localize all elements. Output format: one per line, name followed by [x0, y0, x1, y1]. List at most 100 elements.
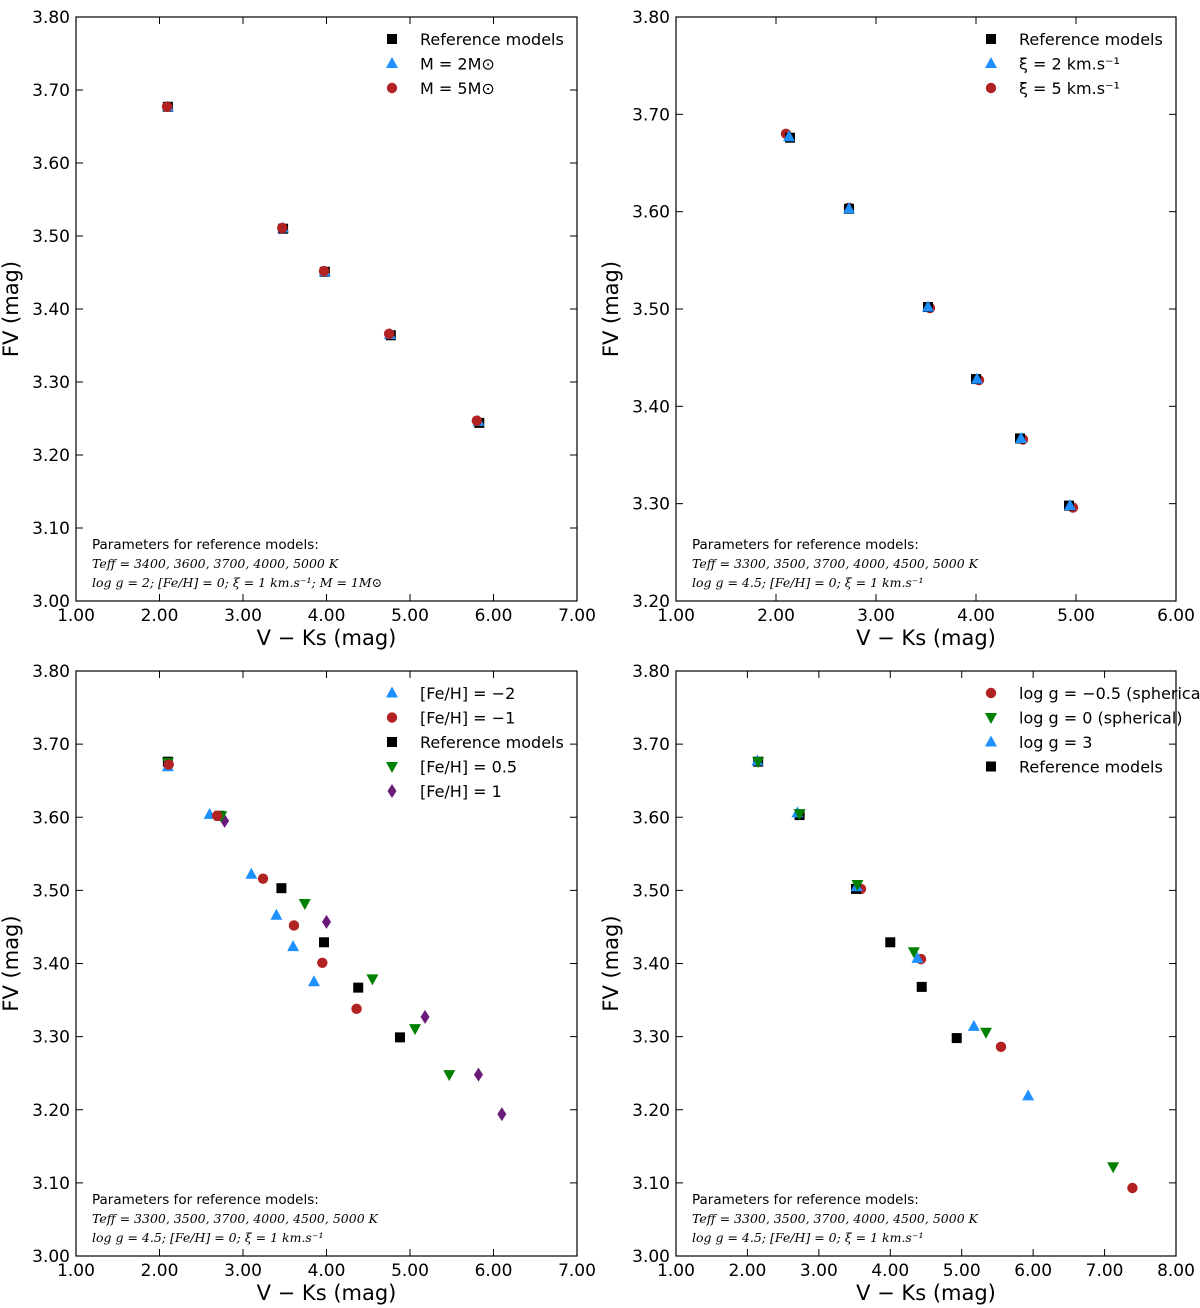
series-2 — [752, 757, 1120, 1174]
data-point — [1064, 499, 1076, 511]
x-tick-label: 4.00 — [308, 606, 346, 626]
y-tick-label: 3.20 — [632, 1101, 670, 1121]
legend: [Fe/H] = −2 [Fe/H] = −1 Reference models [F… — [386, 684, 564, 801]
y-tick-label: 3.50 — [32, 881, 70, 901]
data-point — [318, 937, 329, 948]
y-tick-label: 3.30 — [32, 373, 70, 393]
x-axis-label: V − Ks (mag) — [856, 626, 996, 650]
chart-panel-3: 1.00 2.00 3.00 4.00 5.00 6.00 7.00 3.00 3.10 3.20… — [0, 662, 596, 1305]
series-1 — [785, 132, 1074, 511]
annotation-teff-line: Teff = 3300, 3500, 3700, 4000, 4500, 500… — [92, 1211, 379, 1226]
y-tick-label: 3.40 — [32, 300, 70, 320]
y-tick-label: 3.70 — [32, 735, 70, 755]
data-point — [843, 202, 855, 214]
x-tick-label: 4.00 — [957, 606, 995, 626]
legend-label: Reference models — [1019, 30, 1163, 49]
x-tick-label: 1.00 — [657, 1261, 695, 1281]
y-tick-label: 3.50 — [632, 300, 670, 320]
data-point — [1015, 431, 1027, 443]
x-tick-label: 7.00 — [558, 606, 596, 626]
data-point — [277, 222, 288, 234]
y-tick-label: 3.40 — [632, 955, 670, 975]
legend-label: [Fe/H] = 0.5 — [420, 758, 517, 777]
x-tick-label: 4.00 — [308, 1261, 346, 1281]
data-point — [276, 883, 287, 894]
legend-label: log g = 0 (spherical) — [1019, 709, 1183, 728]
x-tick-label: 5.00 — [391, 1261, 429, 1281]
data-point — [1107, 1162, 1120, 1174]
chart-panel-4: 1.00 2.00 3.00 4.00 5.00 6.00 7.00 8.00 3.00 3.10… — [599, 662, 1200, 1305]
x-tick-label: 5.00 — [943, 1261, 981, 1281]
y-tick-label: 3.60 — [632, 808, 670, 828]
series-2 — [783, 130, 1076, 511]
data-point — [257, 873, 269, 884]
annotation-title: Parameters for reference models: — [92, 537, 319, 553]
x-tick-label: 3.00 — [857, 606, 895, 626]
y-axis-label: FV (mag) — [0, 261, 23, 357]
y-tick-label: 3.30 — [632, 1028, 670, 1048]
y-axis-label: FV (mag) — [599, 261, 623, 357]
data-point — [911, 951, 924, 963]
legend-marker — [386, 57, 398, 68]
data-point — [288, 920, 300, 931]
x-axis-label: V − Ks (mag) — [856, 1281, 996, 1305]
x-tick-label: 6.00 — [475, 1261, 513, 1281]
x-tick-label: 3.00 — [224, 1261, 262, 1281]
legend: Reference models ξ = 2 km.s⁻¹ ξ = 5 km.s⁻¹ — [985, 30, 1163, 98]
x-tick-label: 6.00 — [1014, 1261, 1052, 1281]
annotation-teff-line: Teff = 3300, 3500, 3700, 4000, 4500, 500… — [692, 556, 979, 571]
data-point — [383, 328, 395, 340]
x-axis-label: V − Ks (mag) — [257, 626, 397, 650]
data-point — [783, 130, 795, 142]
data-point — [245, 867, 258, 879]
series-1 — [162, 101, 485, 428]
data-point — [211, 810, 223, 821]
annotation: Parameters for reference models: Teff = 3… — [92, 537, 382, 590]
data-point — [287, 940, 300, 952]
legend-marker — [986, 34, 996, 44]
y-tick-label: 3.10 — [32, 519, 70, 539]
chart-panel-2: 1.00 2.00 3.00 4.00 5.00 6.00 3.20 3.30 3.40 3.50… — [599, 8, 1195, 650]
annotation: Parameters for reference models: Teff = 3… — [692, 1192, 979, 1245]
data-point — [907, 947, 920, 959]
legend-marker — [386, 762, 398, 773]
annotation-title: Parameters for reference models: — [692, 537, 919, 553]
annotation: Parameters for reference models: Teff = 3… — [92, 1192, 379, 1245]
y-tick-label: 3.10 — [32, 1174, 70, 1194]
data-point — [967, 1019, 980, 1031]
legend-marker — [985, 735, 997, 747]
data-point — [851, 880, 864, 892]
annotation-params-line: log g = 4.5; [Fe/H] = 0; ξ = 1 km.s⁻¹ — [92, 1230, 323, 1245]
y-tick-label: 3.50 — [632, 881, 670, 901]
series-3 — [780, 128, 1079, 513]
x-tick-label: 3.00 — [224, 606, 262, 626]
y-tick-label: 3.50 — [32, 227, 70, 247]
legend-marker — [387, 737, 397, 747]
data-point — [394, 1032, 405, 1043]
x-tick-label: 1.00 — [57, 606, 95, 626]
y-tick-label: 3.00 — [632, 1247, 670, 1267]
x-axis-label: V − Ks (mag) — [257, 1281, 397, 1305]
data-point — [443, 1070, 456, 1082]
x-tick-label: 2.00 — [728, 1261, 766, 1281]
legend-marker — [985, 687, 997, 699]
y-tick-label: 3.20 — [632, 592, 670, 612]
x-tick-label: 6.00 — [475, 606, 513, 626]
data-point — [1022, 1089, 1035, 1101]
data-point — [409, 1024, 422, 1036]
plot-frame — [75, 16, 578, 602]
legend-label: [Fe/H] = 1 — [420, 782, 502, 801]
series-5 — [220, 813, 507, 1122]
data-point — [366, 974, 379, 986]
legend-label: [Fe/H] = −2 — [420, 684, 515, 703]
annotation-params-line: log g = 4.5; [Fe/H] = 0; ξ = 1 km.s⁻¹ — [692, 1230, 923, 1245]
series-3 — [751, 754, 1035, 1101]
data-point — [270, 908, 283, 920]
y-tick-label: 3.00 — [32, 1247, 70, 1267]
y-tick-label: 3.00 — [32, 592, 70, 612]
series-1 — [794, 809, 1138, 1194]
data-point — [317, 957, 328, 968]
data-point — [307, 975, 320, 987]
x-tick-label: 7.00 — [558, 1261, 596, 1281]
x-tick-label: 8.00 — [1157, 1261, 1195, 1281]
